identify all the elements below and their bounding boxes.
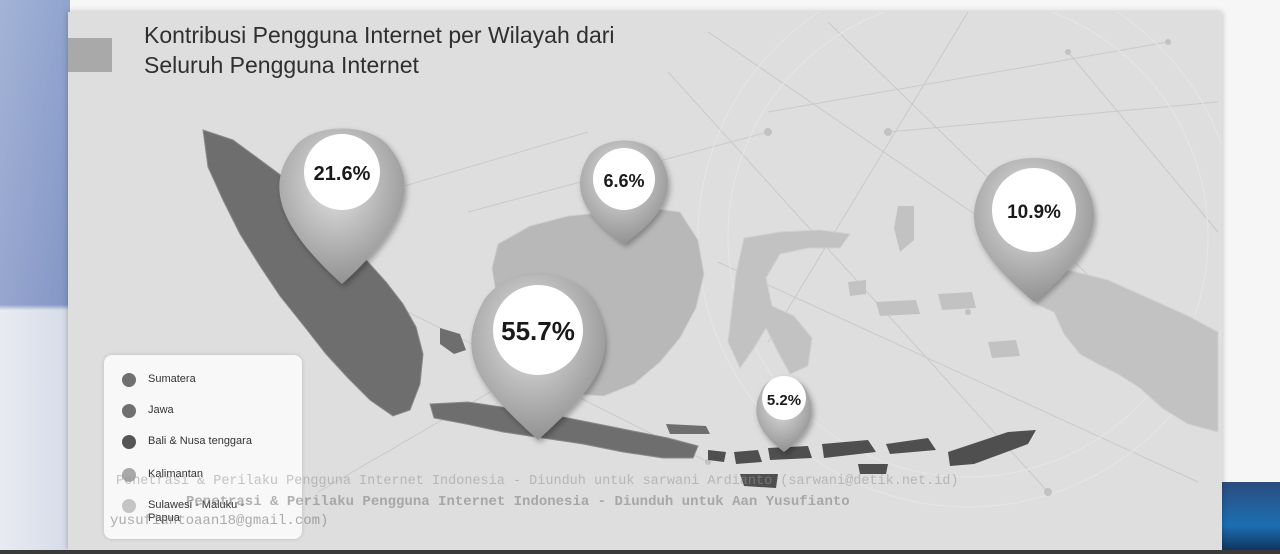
region-sulawesi [727, 229, 851, 375]
legend-item-sumatera: Sumatera [122, 373, 278, 387]
left-background-overlay [0, 0, 70, 554]
label-bali-nusa-tenggara: 5.2% [767, 392, 801, 409]
region-maluku [848, 206, 1020, 358]
legend-item-sulawesi-maluku-papua: Sulawesi - Maluku - Papua [122, 499, 278, 525]
legend-item-bali-nusa-tenggara: Bali & Nusa tenggara [122, 435, 278, 449]
network-nodes [625, 39, 1171, 496]
legend-label: Jawa [148, 404, 174, 416]
legend-item-jawa: Jawa [122, 404, 278, 418]
label-sulawesi-maluku-papua: 10.9% [1007, 202, 1061, 223]
legend-swatch [122, 435, 136, 449]
region-bali-nusa-tenggara [708, 438, 936, 488]
pin-sulawesi-maluku-papua [973, 158, 1095, 302]
watermark-line-1: Penetrasi & Perilaku Pengguna Internet I… [116, 474, 959, 489]
legend-swatch [122, 499, 136, 513]
region-madura [666, 424, 710, 434]
label-kalimantan: 6.6% [603, 171, 644, 191]
watermark-line-2: Penetrasi & Perilaku Pengguna Internet I… [186, 494, 850, 510]
title-line-1: Kontribusi Pengguna Internet per Wilayah… [144, 22, 615, 48]
label-sumatera: 21.6% [314, 163, 371, 185]
legend: Sumatera Jawa Bali & Nusa tenggara Kalim… [104, 355, 302, 539]
legend-swatch [122, 373, 136, 387]
legend-label: Sumatera [148, 373, 196, 385]
pin-sumatera [279, 128, 405, 284]
pin-bali-nusa-tenggara [756, 376, 812, 452]
legend-label: Bali & Nusa tenggara [148, 435, 252, 447]
pin-kalimantan [579, 140, 669, 244]
legend-item-kalimantan: Kalimantan [122, 468, 278, 482]
title-accent-block [68, 38, 112, 72]
legend-label: Sulawesi - Maluku - Papua [148, 499, 244, 524]
slide: 21.6% 6.6% 55.7% 10.9% 5.2% Kontribusi P… [68, 12, 1222, 550]
legend-swatch [122, 468, 136, 482]
right-corner-decoration [1222, 482, 1280, 554]
pin-jawa [471, 274, 605, 440]
legend-swatch [122, 404, 136, 418]
watermark-line-3: yusufiantoaan18@gmail.com) [110, 513, 329, 529]
label-jawa: 55.7% [501, 316, 575, 346]
title-line-2: Seluruh Pengguna Internet [144, 52, 419, 78]
region-papua [1027, 269, 1219, 433]
map-canvas: 21.6% 6.6% 55.7% 10.9% 5.2% [202, 12, 1222, 508]
region-bangka [440, 328, 466, 354]
right-background-panel [1222, 0, 1280, 554]
region-timor [948, 430, 1036, 466]
page-title: Kontribusi Pengguna Internet per Wilayah… [144, 20, 615, 80]
bottom-bar [0, 550, 1280, 554]
legend-label: Kalimantan [148, 468, 204, 480]
